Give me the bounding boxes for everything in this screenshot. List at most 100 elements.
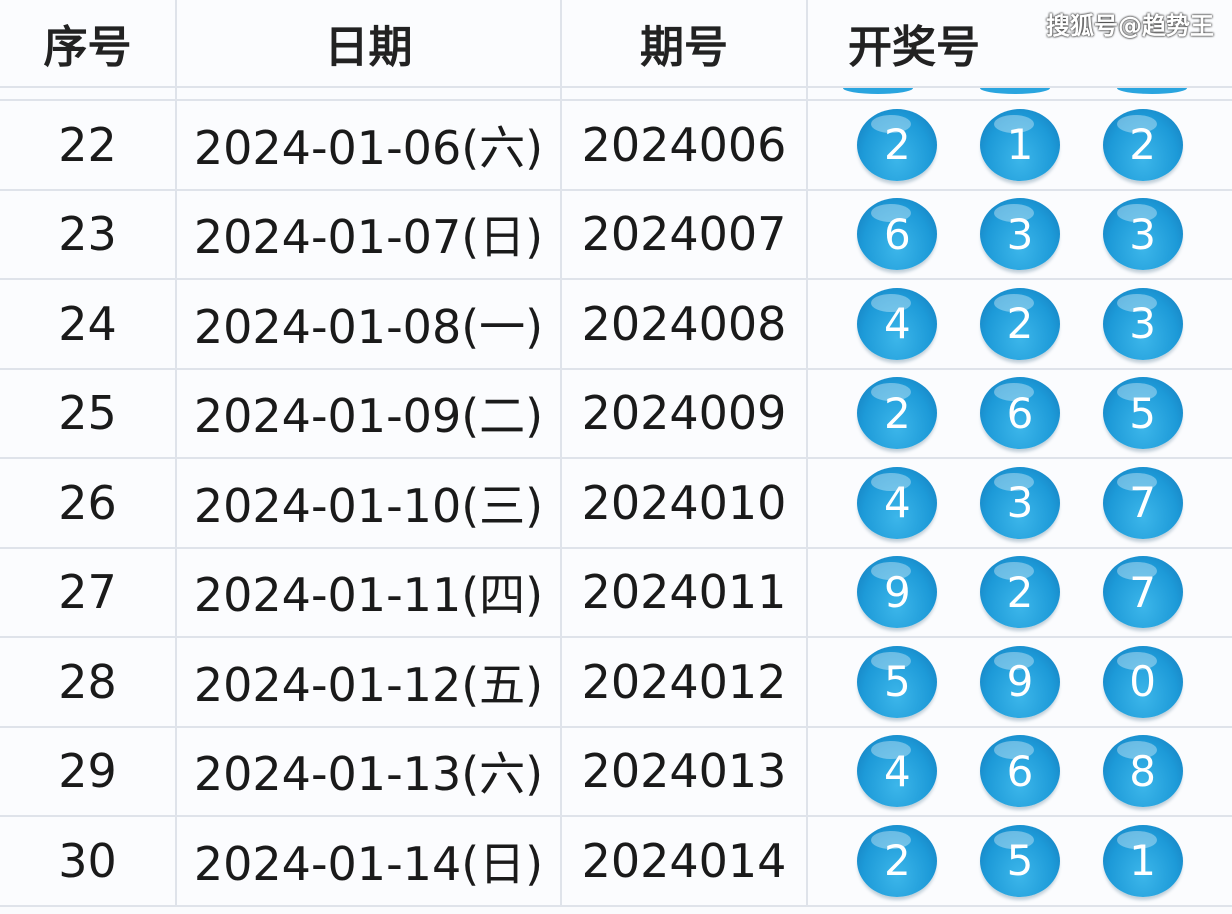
ball-digit: 1	[1006, 120, 1034, 170]
number-ball: 3	[1102, 287, 1183, 360]
seq-cell: 27	[0, 548, 177, 636]
numbers-cell: 6 3 3	[808, 191, 1232, 279]
number-ball: 8	[1102, 735, 1183, 808]
number-ball: 6	[857, 198, 938, 271]
seq-cell: 24	[0, 280, 177, 368]
partial-cell	[177, 88, 562, 99]
table-row: 26 2024-01-10(三) 2024010 4 3 7	[0, 459, 1232, 549]
number-ball: 2	[857, 824, 938, 897]
ball-digit: 5	[1006, 836, 1034, 886]
ball-digit: 8	[1129, 746, 1156, 796]
ball-digit: 9	[883, 567, 911, 617]
number-ball: 3	[979, 466, 1060, 539]
partial-balls	[808, 88, 1232, 99]
seq-cell: 25	[0, 369, 177, 457]
ball-digit: 2	[1006, 567, 1034, 617]
ball-stub	[980, 88, 1050, 94]
issue-cell: 2024008	[562, 280, 808, 368]
numbers-cell: 5 9 0	[808, 638, 1232, 726]
ball-digit: 7	[1129, 567, 1156, 617]
header-issue: 期号	[562, 0, 808, 86]
seq-cell: 22	[0, 101, 177, 189]
ball-digit: 9	[1006, 657, 1034, 707]
seq-cell: 28	[0, 638, 177, 726]
ball-digit: 7	[1129, 478, 1156, 528]
ball-digit: 3	[1006, 478, 1034, 528]
numbers-cell: 9 2 7	[808, 549, 1232, 637]
watermark: 搜狐号@趋势王	[1046, 12, 1214, 40]
number-ball: 3	[1102, 198, 1183, 271]
table-row: 24 2024-01-08(一) 2024008 4 2 3	[0, 280, 1232, 370]
ball-digit: 3	[1129, 209, 1156, 259]
seq-cell: 30	[0, 817, 177, 905]
number-ball: 5	[1102, 377, 1183, 450]
date-cell: 2024-01-06(六)	[177, 101, 562, 189]
number-ball: 2	[979, 556, 1060, 629]
number-ball: 6	[979, 735, 1060, 808]
ball-stub	[1117, 88, 1187, 94]
ball-digit: 2	[1129, 120, 1156, 170]
ball-digit: 0	[1129, 657, 1156, 707]
numbers-cell: 4 2 3	[808, 280, 1232, 368]
ball-stub	[843, 88, 913, 94]
number-ball: 1	[979, 108, 1060, 181]
number-ball: 2	[979, 287, 1060, 360]
number-ball: 0	[1102, 645, 1183, 718]
ball-digit: 3	[1006, 209, 1034, 259]
number-ball: 2	[1102, 108, 1183, 181]
number-ball: 2	[857, 377, 938, 450]
numbers-cell: 2 5 1	[808, 817, 1232, 905]
ball-digit: 4	[883, 746, 911, 796]
number-ball: 3	[979, 198, 1060, 271]
date-cell: 2024-01-12(五)	[177, 638, 562, 726]
table-row: 29 2024-01-13(六) 2024013 4 6 8	[0, 727, 1232, 817]
date-cell: 2024-01-11(四)	[177, 548, 562, 636]
ball-digit: 5	[883, 657, 911, 707]
number-ball: 5	[857, 645, 938, 718]
ball-digit: 5	[1129, 388, 1156, 438]
ball-digit: 4	[883, 299, 911, 349]
partial-cell	[562, 88, 808, 99]
number-ball: 9	[857, 556, 938, 629]
numbers-cell: 2 1 2	[808, 101, 1232, 189]
ball-digit: 2	[883, 388, 911, 438]
ball-digit: 6	[1006, 388, 1034, 438]
table-row: 30 2024-01-14(日) 2024014 2 5 1	[0, 817, 1232, 907]
ball-digit: 2	[1006, 299, 1034, 349]
ball-digit: 3	[1129, 299, 1156, 349]
table-row: 25 2024-01-09(二) 2024009 2 6 5	[0, 369, 1232, 459]
number-ball: 7	[1102, 466, 1183, 539]
date-cell: 2024-01-09(二)	[177, 369, 562, 457]
header-numbers: 开奖号	[848, 22, 980, 73]
header-seq: 序号	[0, 0, 177, 86]
table-header: 序号 日期 期号 开奖号	[0, 0, 1232, 88]
partial-row	[0, 88, 1232, 101]
date-cell: 2024-01-07(日)	[177, 190, 562, 278]
number-ball: 1	[1102, 824, 1183, 897]
issue-cell: 2024007	[562, 190, 808, 278]
issue-cell: 2024012	[562, 638, 808, 726]
table-row: 23 2024-01-07(日) 2024007 6 3 3	[0, 190, 1232, 280]
numbers-cell: 2 6 5	[808, 370, 1232, 458]
issue-cell: 2024014	[562, 817, 808, 905]
number-ball: 4	[857, 287, 938, 360]
numbers-cell: 4 3 7	[808, 459, 1232, 547]
issue-cell: 2024010	[562, 459, 808, 547]
ball-digit: 4	[883, 478, 911, 528]
number-ball: 4	[857, 466, 938, 539]
ball-digit: 6	[883, 209, 911, 259]
partial-cell	[0, 88, 177, 99]
date-cell: 2024-01-08(一)	[177, 280, 562, 368]
ball-digit: 2	[883, 836, 911, 886]
number-ball: 5	[979, 824, 1060, 897]
date-cell: 2024-01-13(六)	[177, 727, 562, 815]
date-cell: 2024-01-14(日)	[177, 817, 562, 905]
numbers-cell: 4 6 8	[808, 728, 1232, 816]
issue-cell: 2024013	[562, 727, 808, 815]
number-ball: 4	[857, 735, 938, 808]
seq-cell: 26	[0, 459, 177, 547]
table-row: 28 2024-01-12(五) 2024012 5 9 0	[0, 638, 1232, 728]
